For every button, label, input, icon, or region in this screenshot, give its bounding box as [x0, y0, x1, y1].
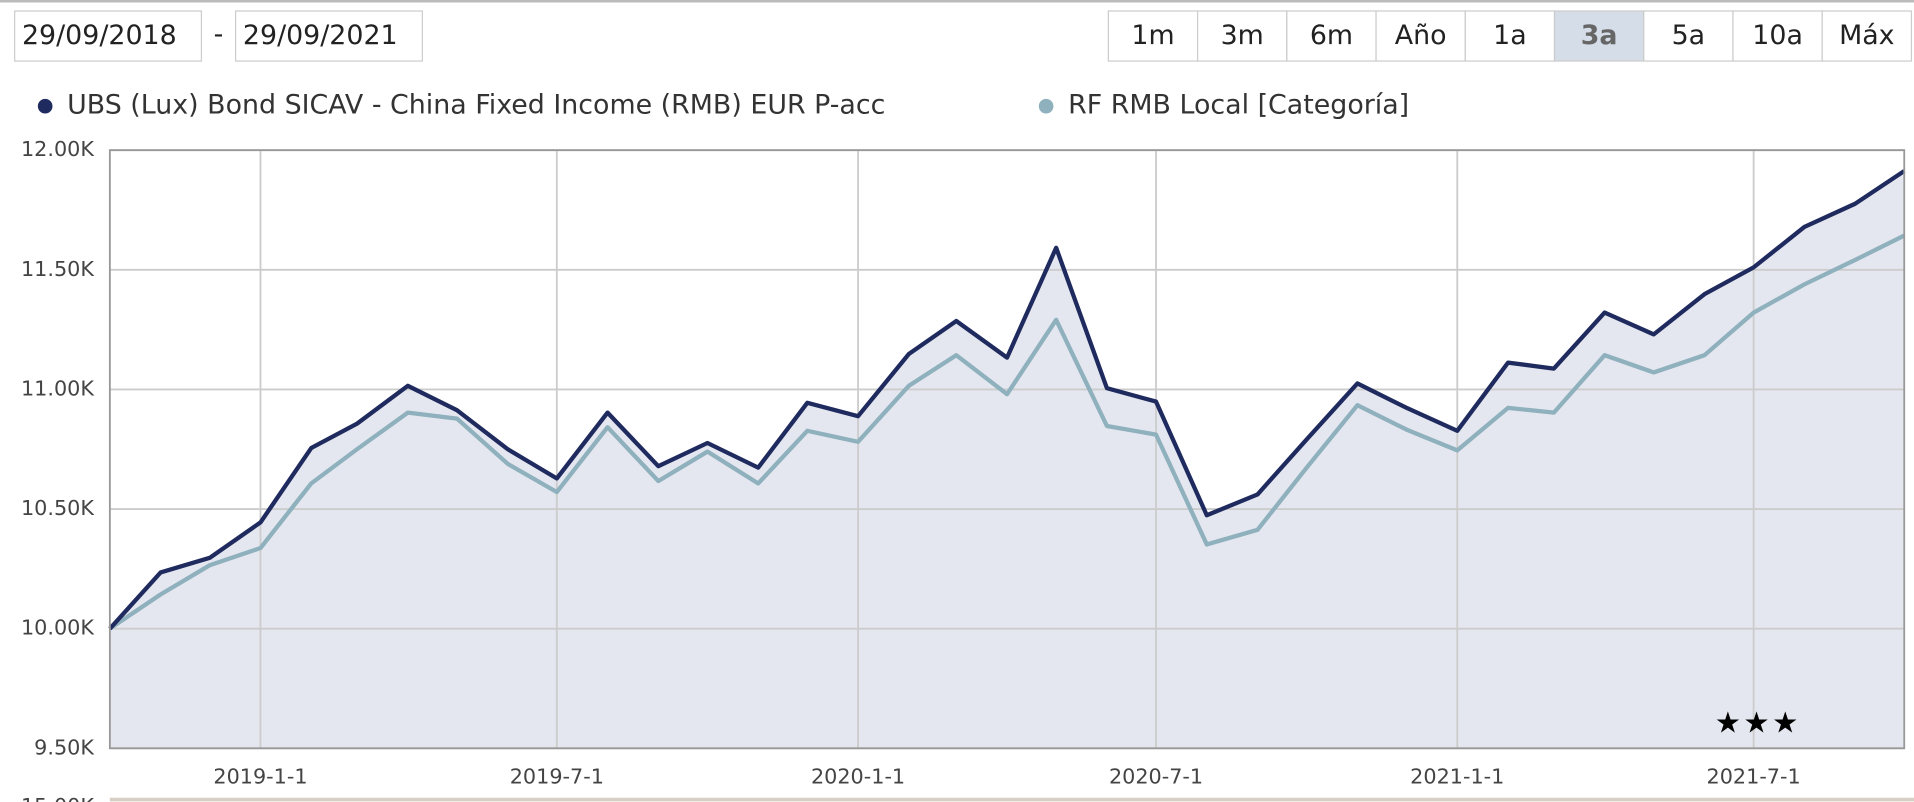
- range-label[interactable]: 3m: [1221, 20, 1264, 51]
- date-to-input[interactable]: [234, 10, 423, 62]
- range-button[interactable]: [1821, 10, 1913, 62]
- x-tick-label: 2021-7-1: [1707, 765, 1801, 789]
- y-tick-label: 11.50K: [21, 257, 95, 281]
- range-buttons: 1m 3m 6m Año 1a 3a 5a 10a Máx: [1107, 10, 1913, 62]
- x-tick-label: 2019-7-1: [510, 765, 604, 789]
- range-button[interactable]: [1107, 10, 1199, 62]
- range-label[interactable]: Máx: [1839, 20, 1895, 51]
- range-label[interactable]: 5a: [1672, 20, 1706, 51]
- date-from-input[interactable]: [14, 10, 203, 62]
- plot-border: [108, 149, 1906, 750]
- rating: ★★★: [1715, 705, 1801, 739]
- date-from[interactable]: 29/09/2018: [22, 20, 177, 51]
- date-separator: -: [214, 19, 224, 50]
- range-label[interactable]: 1a: [1493, 20, 1527, 51]
- navigator-label: 15.00K: [21, 794, 95, 802]
- x-tick-label: 2021-1-1: [1410, 765, 1504, 789]
- x-tick-label: 2020-7-1: [1109, 765, 1203, 789]
- x-tick-label: 2019-1-1: [213, 765, 307, 789]
- y-tick-label: 12.00K: [21, 137, 95, 161]
- plot: 9.50K 10.00K 10.50K 11.00K 11.50K 12.00K 2019-…: [21, 137, 1914, 802]
- y-tick-label: 10.00K: [21, 616, 95, 640]
- range-label[interactable]: 10a: [1752, 20, 1803, 51]
- range-button[interactable]: [1732, 10, 1823, 62]
- legend-label[interactable]: RF RMB Local [Categoría]: [1068, 90, 1409, 121]
- range-label[interactable]: 3a: [1581, 20, 1618, 51]
- y-tick-label: 9.50K: [34, 735, 95, 759]
- y-tick-label: 11.00K: [21, 376, 95, 400]
- series-line: [108, 169, 1906, 631]
- x-tick-label: 2020-1-1: [811, 765, 905, 789]
- series-line: [108, 233, 1906, 631]
- range-button[interactable]: [1643, 10, 1734, 62]
- legend-marker[interactable]: [1038, 98, 1054, 114]
- legend-marker[interactable]: [37, 98, 53, 114]
- legend: UBS (Lux) Bond SICAV - China Fixed Incom…: [37, 90, 1409, 121]
- range-label[interactable]: 6m: [1310, 20, 1353, 51]
- range-label[interactable]: 1m: [1131, 20, 1174, 51]
- y-tick-label: 10.50K: [21, 496, 95, 520]
- range-button[interactable]: [1375, 10, 1466, 62]
- range-label[interactable]: Año: [1395, 20, 1447, 51]
- area: [109, 170, 1905, 749]
- date-to[interactable]: 29/09/2021: [243, 20, 398, 51]
- legend-label[interactable]: UBS (Lux) Bond SICAV - China Fixed Incom…: [67, 90, 885, 121]
